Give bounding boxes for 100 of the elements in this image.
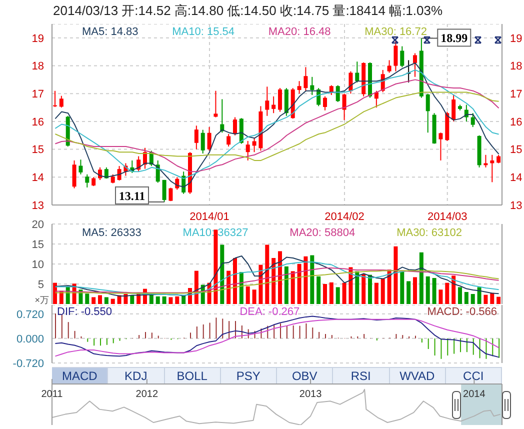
bar [316, 276, 321, 304]
candlestick [413, 52, 417, 78]
candlestick [72, 160, 76, 189]
y2-tick-label: 15 [510, 144, 522, 156]
candlestick [278, 88, 282, 112]
candlestick [484, 154, 488, 168]
y2-tick-label: 13 [510, 200, 522, 212]
bar [477, 287, 482, 304]
bar [98, 295, 102, 304]
bar [92, 297, 96, 304]
text: MA5: 26333 [82, 227, 142, 239]
bar [432, 278, 436, 304]
candlestick [323, 96, 327, 111]
bar [246, 286, 250, 304]
candlestick [53, 90, 57, 108]
y-tick-label: 17 [32, 88, 44, 101]
bar [368, 274, 372, 304]
y2-tick-label: 18 [510, 60, 522, 73]
candlestick [59, 95, 64, 108]
candlestick [246, 140, 250, 161]
x-tick-label: 2014 [463, 389, 486, 400]
bar [336, 287, 340, 304]
candlestick [272, 96, 276, 114]
y-tick-label: 15 [32, 144, 44, 156]
candlestick [207, 126, 212, 152]
y-tick-label: -0.720 [12, 358, 44, 370]
annotation: 18.99 [440, 31, 468, 46]
candlestick [78, 159, 83, 175]
bar [53, 282, 57, 304]
x-tick-label: 2012 [136, 389, 158, 400]
y-tick-label: 0.000 [16, 333, 44, 346]
bar [374, 282, 378, 304]
y2-tick-label: 19 [510, 32, 522, 45]
text: OBV [292, 369, 318, 383]
bar [233, 258, 237, 304]
bar [226, 270, 231, 304]
bar [278, 251, 282, 304]
text: MA5: 14.83 [82, 26, 138, 38]
bar [290, 271, 295, 304]
y2-tick-label: 17 [510, 88, 522, 101]
candlestick [162, 179, 166, 202]
bar [272, 258, 276, 304]
candlestick [85, 174, 90, 188]
candlestick [374, 90, 378, 108]
text: DIF: -0.550 [57, 306, 112, 318]
text: MA30: 63102 [396, 227, 462, 239]
x-tick-label: 2014/03 [427, 210, 468, 223]
bar [175, 296, 180, 304]
candlestick [252, 138, 256, 153]
y-tick-label: 10 [32, 258, 44, 271]
candlestick [387, 60, 392, 74]
bar [419, 252, 424, 304]
bar [130, 295, 134, 304]
bar [394, 246, 398, 304]
text: MA20: 58804 [290, 227, 356, 239]
bar [284, 266, 288, 304]
bar [445, 282, 450, 304]
annotation: 13.11 [118, 188, 146, 203]
text: RSI [350, 369, 371, 383]
text: BOLL [176, 369, 208, 383]
candlestick [400, 46, 404, 68]
y-tick-label: 14 [32, 172, 44, 184]
bar [490, 292, 494, 304]
text: WVAD [400, 369, 435, 383]
candlestick [117, 166, 122, 181]
bar [438, 290, 443, 304]
x-tick-label: 2011 [41, 389, 64, 400]
candlestick [426, 93, 430, 134]
bar [162, 296, 166, 304]
text: MA10: 36327 [182, 227, 248, 239]
candlestick [297, 80, 302, 94]
candlestick [214, 90, 218, 118]
bar [104, 297, 108, 304]
candlestick [200, 129, 205, 154]
candlestick [98, 166, 102, 180]
series-label: DEA: -0.267 [240, 306, 300, 318]
text: PSY [236, 369, 260, 383]
text: KDJ [124, 369, 148, 383]
candlestick [194, 125, 198, 150]
candlestick [438, 132, 443, 161]
y-axis-title: ×万 [34, 295, 49, 305]
text: MACD [62, 369, 98, 383]
bar [265, 244, 270, 304]
candlestick [226, 133, 231, 148]
candlestick [336, 84, 340, 102]
y2-tick-label: 16 [510, 116, 522, 128]
bar [297, 264, 302, 304]
bar [329, 282, 334, 304]
bar [496, 296, 501, 304]
bar [310, 255, 314, 304]
text: MA10: 15.54 [172, 26, 234, 38]
bar [85, 294, 90, 304]
chart-title: 2014/03/13 开:14.52 高:14.80 低:14.50 收:14.75 量:18414 幅:1.03% [53, 3, 443, 18]
text: MA30: 16.72 [364, 26, 427, 38]
candlestick [304, 66, 308, 92]
y-tick-label: 19 [32, 32, 44, 45]
bar [413, 277, 417, 304]
x-tick-label: 2014/01 [190, 210, 230, 223]
bar [470, 294, 475, 304]
candlestick [284, 88, 288, 116]
